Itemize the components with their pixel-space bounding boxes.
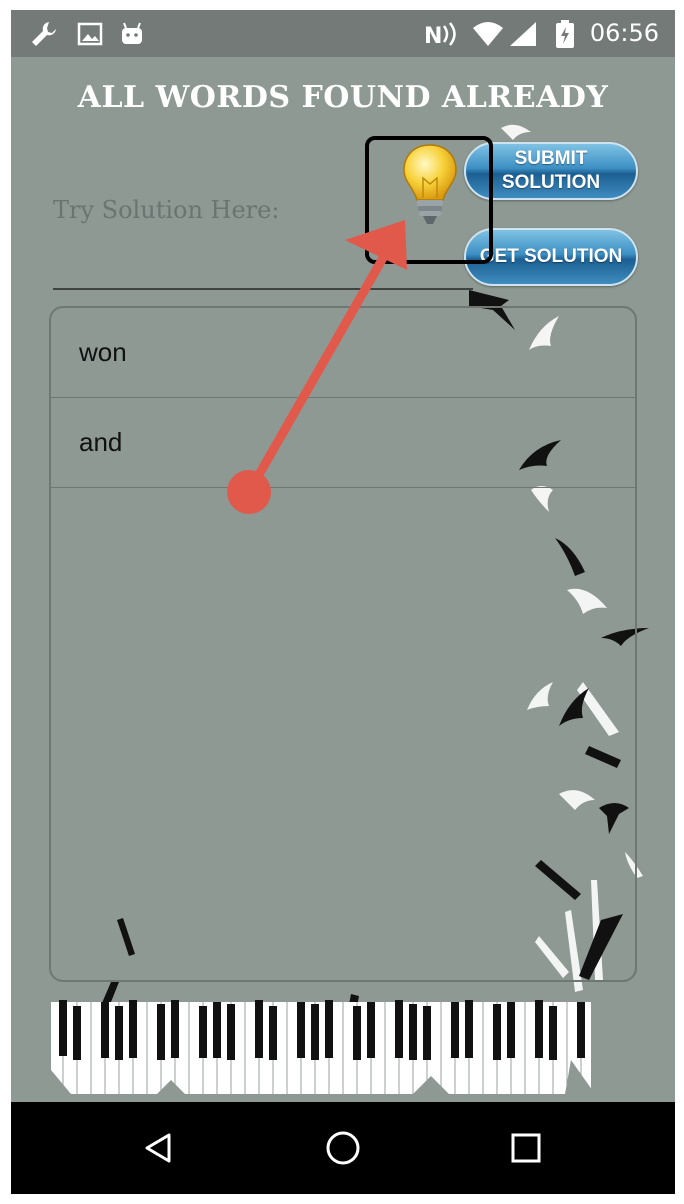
phone-screen: N 06:56 bbox=[11, 10, 675, 1194]
solution-label: Try Solution Here: bbox=[53, 196, 280, 224]
get-solution-button[interactable]: GET SOLUTION bbox=[464, 228, 638, 286]
page-title: ALL WORDS FOUND ALREADY bbox=[77, 80, 609, 115]
solution-input[interactable] bbox=[53, 236, 473, 290]
home-icon[interactable] bbox=[298, 1102, 388, 1194]
submit-button-line2: SOLUTION bbox=[501, 172, 601, 193]
found-words-list: won and bbox=[49, 306, 637, 982]
nfc-icon: N bbox=[423, 10, 465, 57]
battery-icon bbox=[553, 10, 577, 57]
list-item[interactable]: won bbox=[51, 308, 635, 398]
status-time: 06:56 bbox=[589, 19, 659, 47]
submit-solution-button[interactable]: SUBMIT SOLUTION bbox=[464, 142, 638, 200]
wrench-icon bbox=[27, 10, 61, 57]
svg-text:N: N bbox=[424, 24, 442, 48]
back-icon[interactable] bbox=[113, 1102, 203, 1194]
submit-button-line1: SUBMIT bbox=[514, 148, 588, 169]
status-bar: N 06:56 bbox=[11, 10, 675, 57]
recents-icon[interactable] bbox=[481, 1102, 571, 1194]
navigation-bar bbox=[11, 1102, 675, 1194]
lightbulb-icon[interactable] bbox=[401, 142, 459, 230]
cell-signal-icon bbox=[507, 10, 539, 57]
image-icon bbox=[75, 10, 105, 57]
android-icon bbox=[117, 10, 147, 57]
get-solution-label: GET SOLUTION bbox=[479, 246, 623, 267]
wifi-icon bbox=[471, 10, 505, 57]
list-item[interactable]: and bbox=[51, 398, 635, 488]
